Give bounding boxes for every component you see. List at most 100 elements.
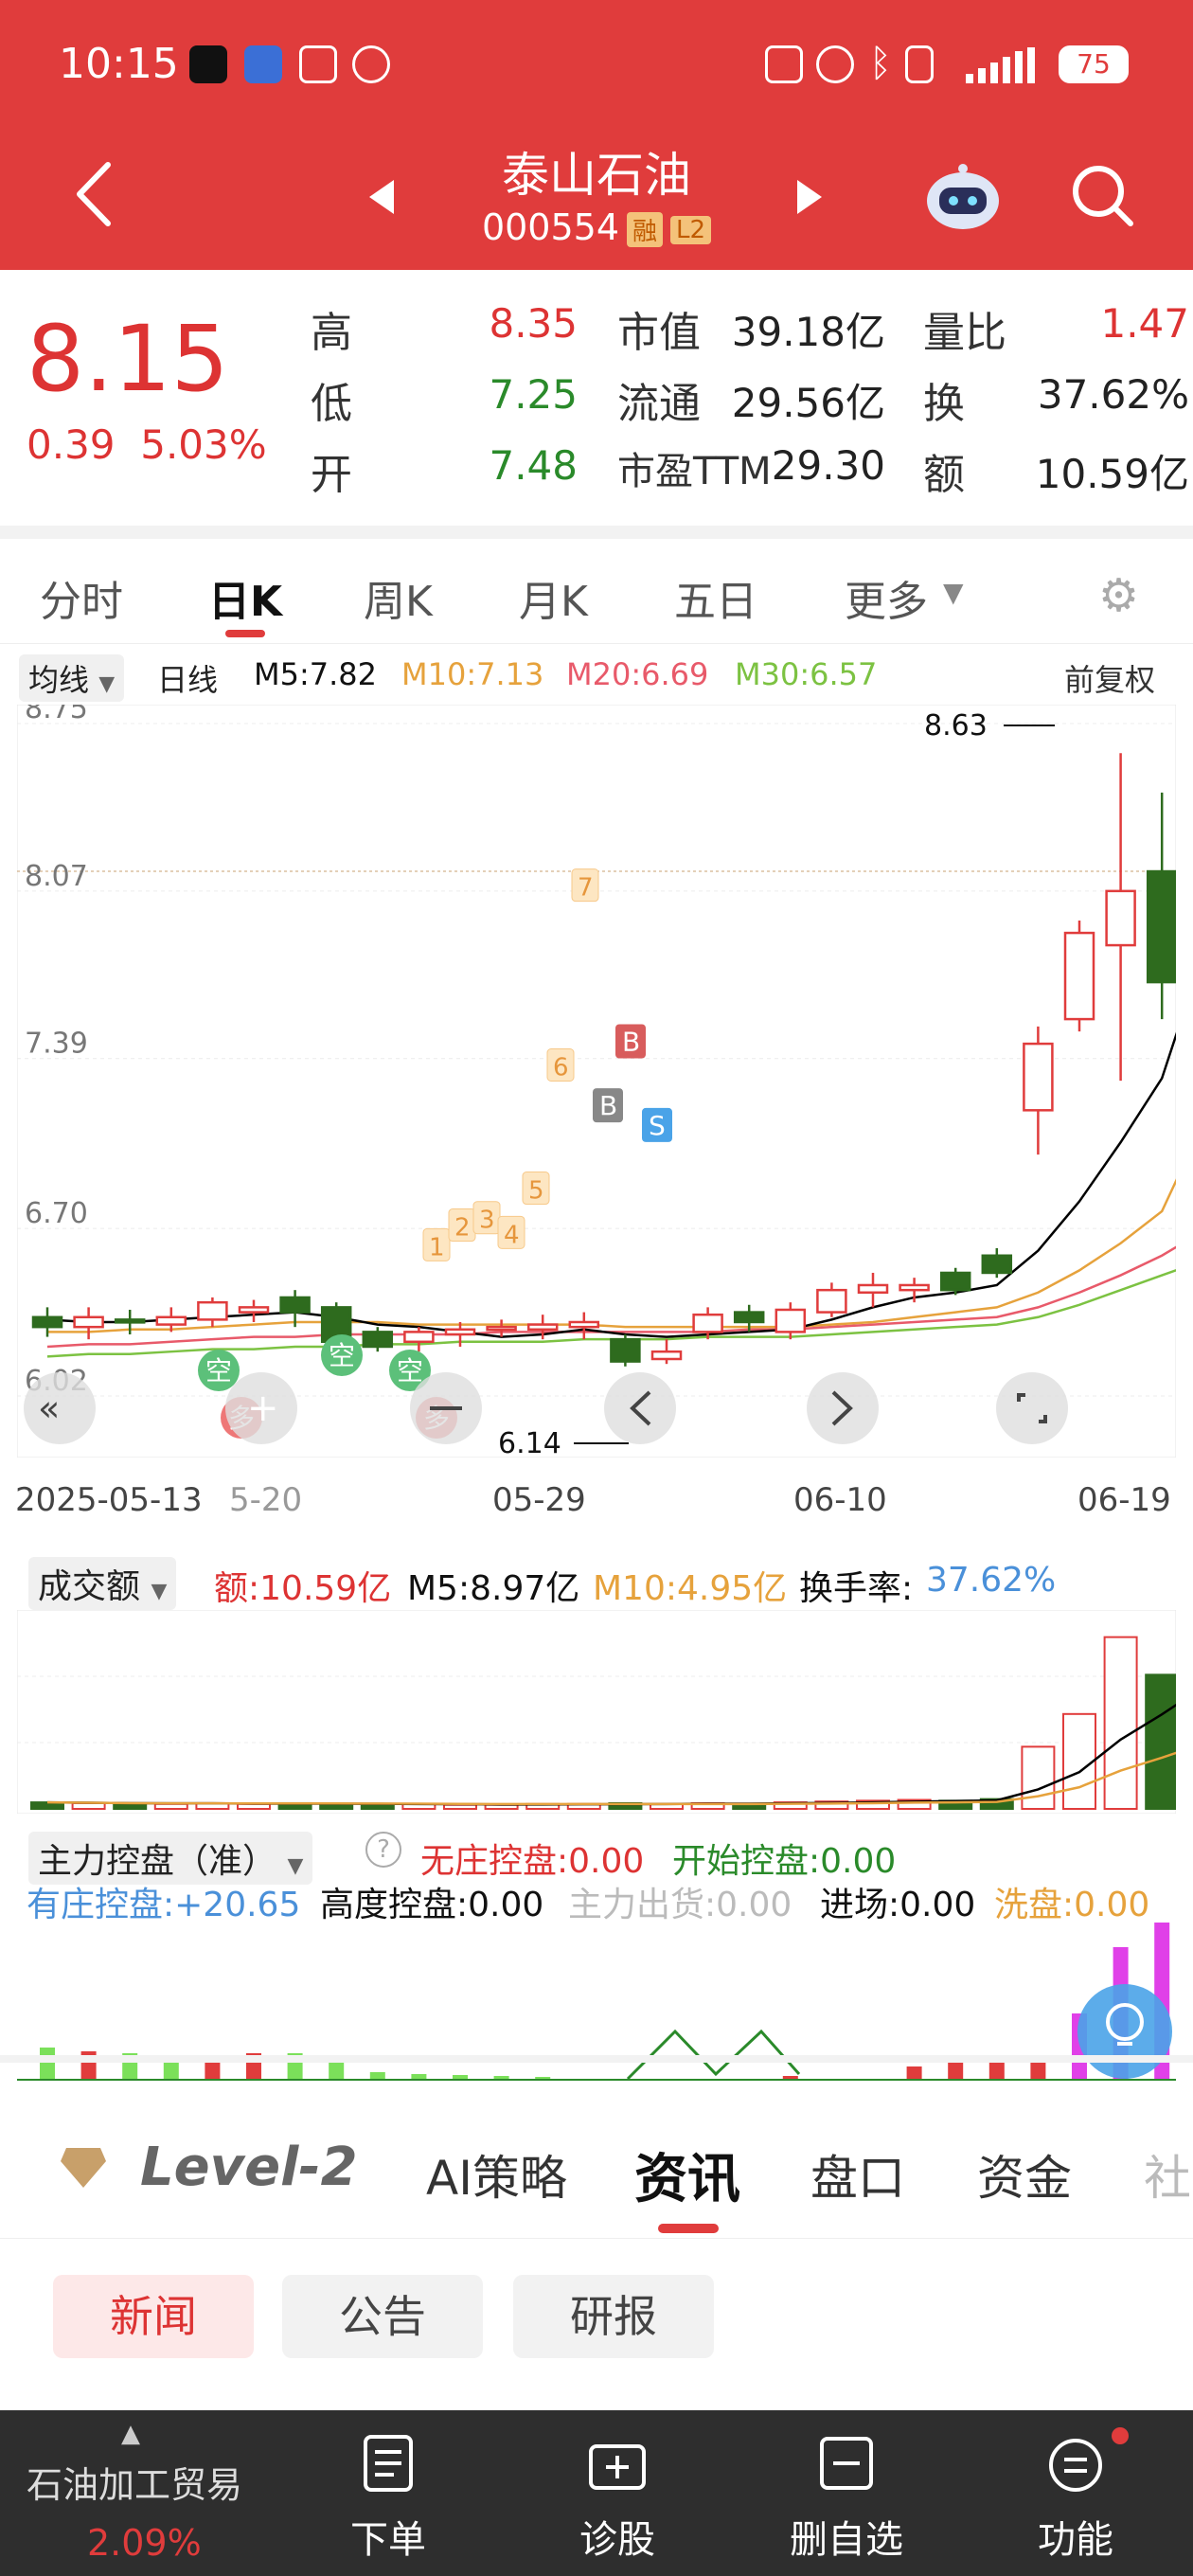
diagnose-button[interactable]: 诊股 [523,2410,712,2576]
adjust-mode[interactable]: 前复权 [1064,662,1156,698]
period-tabs: 分时 日K 周K 月K 五日 更多 ▼ ⚙ [0,539,1193,644]
control-enter: 进场:0.00 [820,1886,976,1924]
bottom-toolbar: ▲ 石油加工贸易 2.09% 下单 诊股 删自选 功能 [0,2410,1193,2576]
order-button[interactable]: 下单 [294,2410,483,2576]
step-marker-label: 7 [578,874,594,903]
tab-fund-flow[interactable]: 资金 [977,2151,1072,2206]
control-dropdown-icon: ▼ [287,1854,304,1878]
y-tick-label: 8.75 [25,705,88,725]
control-bar [782,2076,798,2080]
tab-level2[interactable]: Level-2 [140,2137,358,2198]
order-icon [364,2435,413,2492]
fullscreen-button[interactable] [996,1372,1068,1444]
menu-icon [1049,2439,1102,2492]
volume-m10-line [46,1751,1176,1806]
zoom-out-button[interactable]: « [24,1372,96,1444]
settings-icon[interactable]: ⚙ [1098,569,1140,622]
battery-icon: 75 [1059,45,1129,83]
step-marker-label: 1 [429,1233,445,1261]
turnover-rate-label: 换手率: [799,1569,914,1608]
scroll-right-button[interactable] [807,1372,879,1444]
volume-bar [1021,1745,1056,1810]
turnover-label: 换 [923,380,965,428]
tab-daily-k[interactable]: 日K [208,578,283,626]
candle-body [486,1325,517,1332]
ma20-label: M20:6.69 [566,656,709,692]
tab-intraday[interactable]: 分时 [40,578,123,626]
candle-body [775,1308,807,1333]
step-marker-label: 4 [504,1221,520,1249]
app-notification-icon [244,45,282,83]
subtab-research[interactable]: 研报 [513,2275,714,2358]
tab-community[interactable]: 社 [1144,2151,1191,2206]
last-price: 8.15 [27,306,229,412]
control-high: 高度控盘:0.00 [320,1886,544,1924]
zoom-in-button[interactable]: + [225,1372,297,1444]
subtab-announcements[interactable]: 公告 [282,2275,483,2358]
ma5-line [46,1031,1176,1338]
svg-text:«: « [38,1387,60,1429]
tab-five-day[interactable]: 五日 [674,578,757,626]
candle-body [155,1315,187,1326]
ai-robot-icon[interactable] [920,159,1006,235]
x-tick: 2025-05-13 [15,1481,203,1519]
vibrate-icon [905,45,934,83]
ma-lines [46,1031,1176,1358]
step-marker-label: 2 [454,1214,471,1243]
tab-weekly-k[interactable]: 周K [364,578,433,626]
back-icon[interactable] [74,161,116,227]
indicator-select[interactable]: 均线 ▼ [19,654,125,702]
candle-body [816,1288,847,1314]
turnover-rate-value: 37.62% [926,1561,1057,1600]
chart-grid [17,723,1176,1397]
notification-dot [1112,2427,1129,2444]
scroll-left-button[interactable] [604,1372,676,1444]
kline-chart[interactable]: 8.758.077.396.706.02 空空空多多1234567BBS 8.6… [17,705,1176,1458]
min-price-label: 6.14 [498,1427,561,1458]
volume-bar [1062,1712,1096,1810]
candle-body [238,1306,270,1314]
control-indicator-select[interactable]: 主力控盘（准） ▼ [28,1832,313,1885]
ma5-label: M5:7.82 [254,656,377,692]
control-bar [535,2077,551,2080]
control-peak-line [626,2029,801,2081]
volratio-label: 量比 [923,309,1006,357]
candle-body [1023,1042,1054,1112]
trade-marker-label: B [599,1090,617,1121]
volume-indicator-select[interactable]: 成交额 ▼ [28,1557,177,1610]
volume-bar [1145,1673,1176,1811]
help-icon[interactable]: ? [365,1832,401,1868]
control-wash: 洗盘:0.00 [994,1886,1150,1924]
tab-ai-strategy[interactable]: AI策略 [426,2151,567,2206]
tab-more[interactable]: 更多 [845,578,928,626]
step-marker [422,1227,451,1261]
zoom-minus-button[interactable] [410,1372,482,1444]
remove-label: 删自选 [790,2518,903,2562]
remove-watchlist-button[interactable]: 删自选 [752,2410,941,2576]
candle-body [568,1320,600,1329]
trade-marker-label: S [649,1110,666,1141]
candle-body [692,1313,723,1333]
control-has: 有庄控盘:+20.65 [27,1886,301,1924]
tiktok-icon [189,45,227,83]
pe-value: 29.30 [771,442,885,489]
step-marker [497,1215,525,1249]
function-button[interactable]: 功能 [981,2410,1170,2576]
volume-chart[interactable] [17,1610,1176,1814]
svg-text:+: + [247,1386,279,1430]
prev-stock-icon[interactable] [367,178,396,216]
stock-name: 泰山石油 [502,148,691,203]
x-tick: 06-19 [1077,1481,1171,1519]
step-marker-label: 5 [528,1177,544,1206]
volume-legend: 成交额 ▼ 额:10.59亿 M5:8.97亿 M10:4.95亿 换手率: 3… [0,1553,1193,1610]
search-icon[interactable] [1070,163,1136,229]
volume-bar [153,1802,188,1810]
subtab-news[interactable]: 新闻 [53,2275,254,2358]
more-dropdown-icon[interactable]: ▼ [943,577,964,608]
sector-button[interactable]: ▲ 石油加工贸易 2.09% [0,2410,275,2576]
tab-news-info[interactable]: 资讯 [634,2149,740,2210]
next-stock-icon[interactable] [795,178,824,216]
tab-monthly-k[interactable]: 月K [519,578,588,626]
volume-indicator-label: 成交额 [38,1567,141,1606]
tab-order-book[interactable]: 盘口 [810,2151,905,2206]
